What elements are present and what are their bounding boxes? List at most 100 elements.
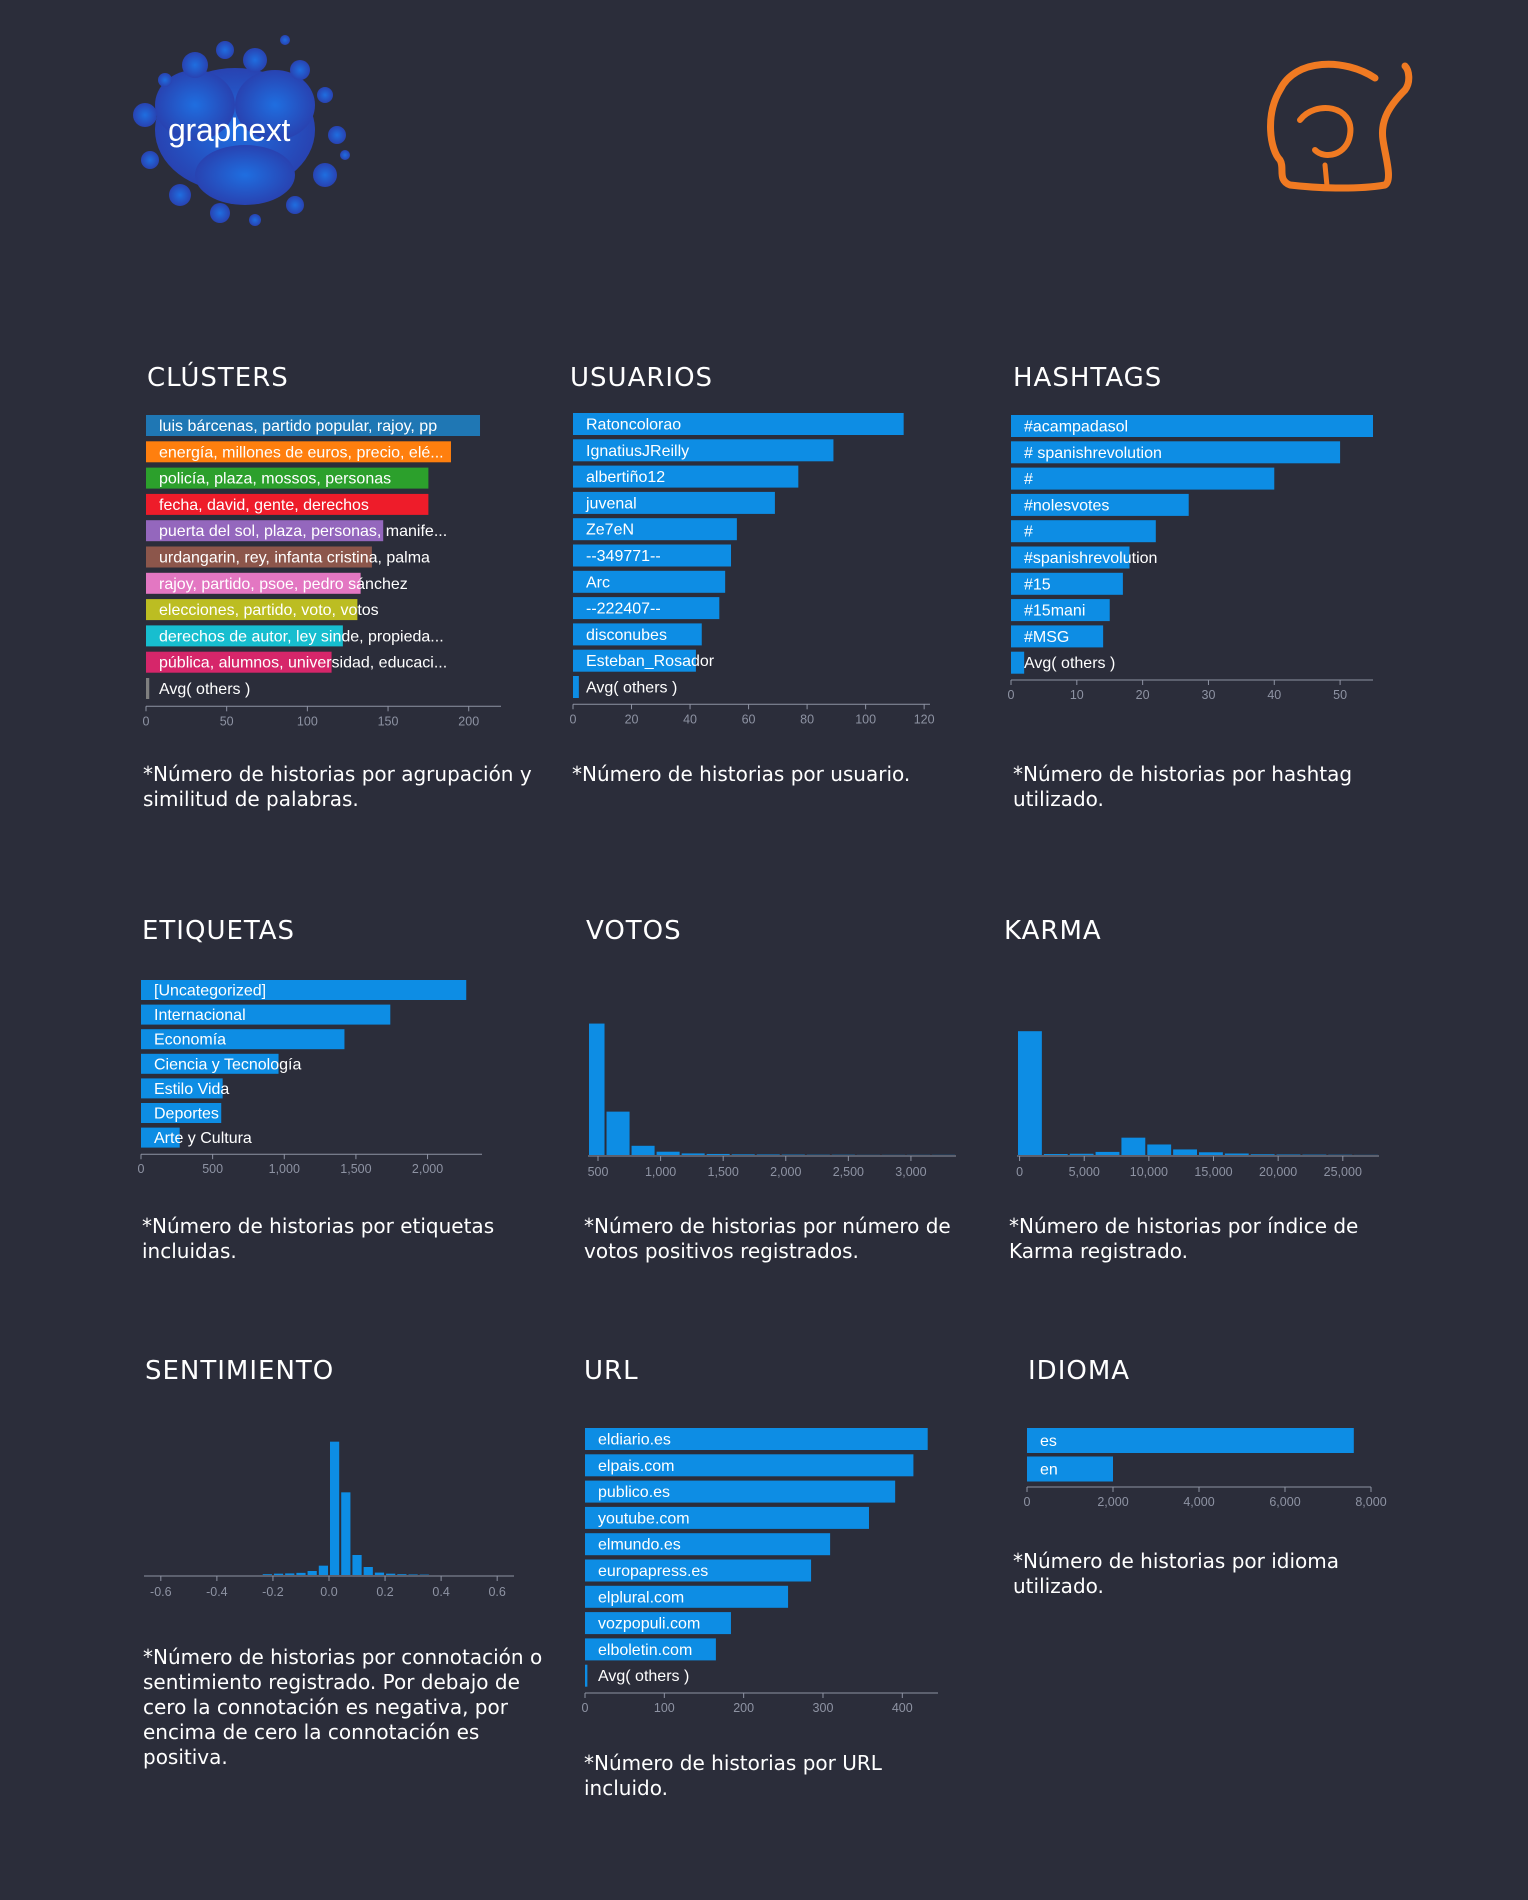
clusters-bar[interactable]	[146, 493, 429, 515]
usuarios-bar[interactable]	[573, 544, 732, 567]
clusters-bar[interactable]	[146, 415, 481, 436]
sentimiento-hist-bar[interactable]	[397, 1574, 407, 1575]
etiquetas-bar[interactable]	[141, 1029, 345, 1050]
etiquetas-bar[interactable]	[141, 1053, 279, 1074]
sentimiento-hist-bar[interactable]	[318, 1565, 328, 1575]
usuarios-bar[interactable]	[573, 465, 799, 488]
hashtags-bar[interactable]	[1011, 625, 1104, 648]
sentimiento-hist-bar[interactable]	[307, 1571, 317, 1575]
karma-tick-label: 20,000	[1259, 1165, 1297, 1179]
usuarios-bar[interactable]	[573, 413, 904, 435]
karma-hist-bar[interactable]	[1121, 1137, 1146, 1155]
usuarios-bar[interactable]	[573, 623, 702, 646]
url-bar[interactable]	[585, 1506, 869, 1529]
hashtags-bar[interactable]	[1011, 599, 1110, 622]
karma-hist-bar[interactable]	[1224, 1153, 1249, 1155]
sentimiento-hist-bar[interactable]	[374, 1572, 385, 1575]
sentimiento-hist-bar[interactable]	[262, 1574, 272, 1575]
url-bar-label: europapress.es	[598, 1563, 708, 1580]
url-bar-label: youtube.com	[598, 1510, 690, 1527]
hashtags-bar[interactable]	[1011, 441, 1341, 464]
usuarios-bar-label: disconubes	[586, 627, 667, 644]
usuarios-bar[interactable]	[573, 439, 834, 462]
karma-hist-bar[interactable]	[1018, 1031, 1042, 1155]
chart-usuarios: Ratoncolorao IgnatiusJReilly albertiño12 ju…	[570, 413, 935, 726]
idioma-bar[interactable]	[1027, 1428, 1354, 1453]
usuarios-bar[interactable]	[573, 597, 720, 620]
etiquetas-tick-label: 2,000	[412, 1162, 443, 1176]
sentimiento-hist-bar[interactable]	[386, 1573, 396, 1575]
karma-hist-bar[interactable]	[1095, 1151, 1120, 1155]
votos-hist-bar[interactable]	[681, 1153, 705, 1155]
clusters-bar[interactable]	[146, 651, 332, 673]
clusters-bar-label: pública, alumnos, universidad, educaci..…	[159, 655, 447, 672]
usuarios-bar[interactable]	[573, 570, 726, 593]
url-bar[interactable]	[585, 1559, 812, 1582]
karma-hist-bar[interactable]	[1173, 1149, 1197, 1155]
idioma-tick-label: 2,000	[1097, 1495, 1128, 1509]
hashtags-bar-label: Avg( others )	[1024, 655, 1115, 672]
clusters-bar[interactable]	[146, 520, 384, 542]
clusters-bar[interactable]	[146, 599, 358, 621]
karma-hist-bar[interactable]	[1250, 1154, 1275, 1155]
etiquetas-bar[interactable]	[141, 980, 467, 1000]
sentimiento-hist-bar[interactable]	[330, 1441, 340, 1575]
url-bar[interactable]	[585, 1454, 914, 1477]
sentimiento-hist-bar[interactable]	[352, 1555, 362, 1575]
usuarios-bar[interactable]	[573, 676, 579, 698]
clusters-bar[interactable]	[146, 441, 451, 463]
sentimiento-hist-bar[interactable]	[296, 1572, 306, 1575]
hashtags-bar[interactable]	[1011, 520, 1156, 543]
karma-hist-bar[interactable]	[1069, 1153, 1094, 1155]
url-tick-label: 400	[892, 1701, 913, 1715]
etiquetas-bar[interactable]	[141, 1127, 180, 1148]
url-bar[interactable]	[585, 1612, 731, 1635]
clusters-tick-label: 50	[220, 714, 234, 728]
usuarios-bar[interactable]	[573, 518, 737, 541]
votos-hist-bar[interactable]	[631, 1145, 655, 1155]
sentimiento-tick-label: -0.6	[150, 1585, 172, 1599]
sentimiento-hist-bar[interactable]	[273, 1573, 284, 1575]
usuarios-bar[interactable]	[573, 649, 696, 672]
clusters-bar[interactable]	[146, 572, 361, 594]
hashtags-bar[interactable]	[1011, 467, 1275, 490]
etiquetas-bar[interactable]	[141, 1004, 391, 1025]
clusters-bar[interactable]	[146, 678, 150, 699]
votos-hist-bar[interactable]	[706, 1153, 730, 1155]
graphext-logo	[133, 35, 350, 226]
usuarios-bar[interactable]	[573, 491, 775, 514]
url-bar[interactable]	[585, 1480, 896, 1503]
karma-hist-bar[interactable]	[1147, 1144, 1172, 1155]
url-bar[interactable]	[585, 1428, 928, 1450]
hashtags-bar[interactable]	[1011, 493, 1189, 516]
votos-hist-bar[interactable]	[656, 1151, 680, 1155]
sentimiento-hist-bar[interactable]	[341, 1492, 351, 1575]
hashtags-tick-label: 10	[1070, 688, 1084, 702]
votos-hist-bar[interactable]	[756, 1154, 780, 1155]
url-bar[interactable]	[585, 1533, 831, 1556]
hashtags-bar[interactable]	[1011, 415, 1373, 437]
url-bar[interactable]	[585, 1638, 716, 1661]
url-bar-label: publico.es	[598, 1484, 670, 1501]
hashtags-bar[interactable]	[1011, 651, 1025, 674]
clusters-bar[interactable]	[146, 467, 429, 489]
idioma-tick-label: 0	[1024, 1495, 1031, 1509]
etiquetas-bar[interactable]	[141, 1103, 222, 1123]
idioma-bar[interactable]	[1027, 1456, 1113, 1482]
sentimiento-hist-bar[interactable]	[285, 1573, 295, 1575]
votos-hist-bar[interactable]	[731, 1154, 755, 1155]
hashtags-bar[interactable]	[1011, 546, 1130, 569]
votos-hist-bar[interactable]	[589, 1023, 605, 1155]
hashtags-bar[interactable]	[1011, 572, 1123, 595]
clusters-bar[interactable]	[146, 546, 372, 568]
url-bar[interactable]	[585, 1585, 789, 1608]
clusters-bar[interactable]	[146, 625, 343, 647]
etiquetas-tick-label: 0	[138, 1162, 145, 1176]
sentimiento-hist-bar[interactable]	[363, 1567, 373, 1575]
karma-hist-bar[interactable]	[1043, 1154, 1068, 1155]
url-bar[interactable]	[585, 1664, 588, 1687]
votos-hist-bar[interactable]	[606, 1111, 630, 1155]
karma-hist-bar[interactable]	[1199, 1152, 1223, 1155]
sentimiento-hist-bar[interactable]	[408, 1574, 418, 1575]
etiquetas-bar[interactable]	[141, 1078, 223, 1099]
